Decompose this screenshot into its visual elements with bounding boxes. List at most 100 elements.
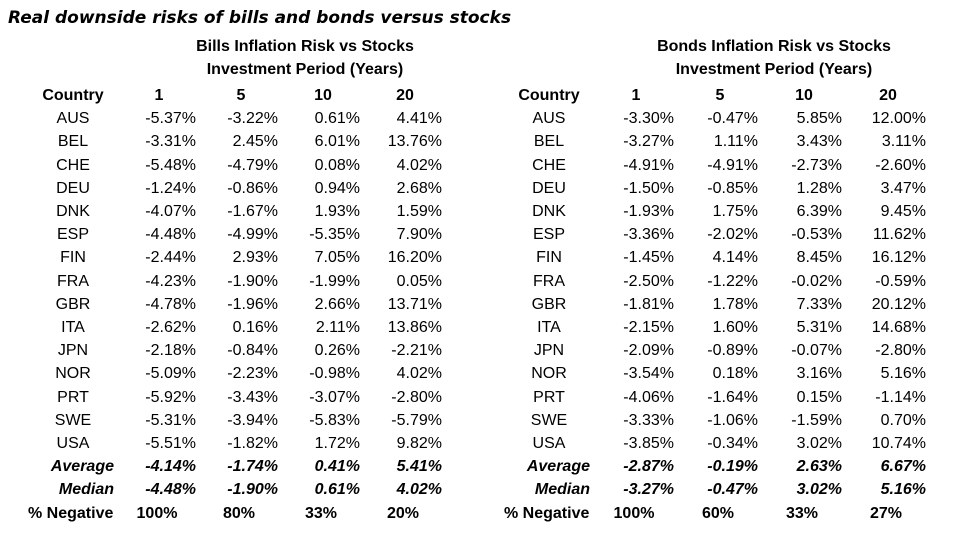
cell-value: 2.68% bbox=[396, 179, 442, 197]
row-label: JPN bbox=[28, 339, 118, 362]
cell-value: 0.70% bbox=[880, 411, 926, 429]
row-label: NOR bbox=[504, 362, 594, 385]
table-cell: -1.96% bbox=[200, 293, 282, 316]
row-label: FRA bbox=[28, 270, 118, 293]
table-row: DNK -1.93% 1.75% 6.39% 9.45% bbox=[504, 200, 930, 223]
row-label: GBR bbox=[504, 293, 594, 316]
cell-value: 16.20% bbox=[387, 249, 442, 267]
cell-value: 13.86% bbox=[387, 319, 442, 337]
table-cell: 10.74% bbox=[846, 432, 930, 455]
table-row: AUS -3.30% -0.47% 5.85% 12.00% bbox=[504, 107, 930, 130]
cell-value: 2.11% bbox=[315, 319, 360, 337]
table-row: NOR -3.54% 0.18% 3.16% 5.16% bbox=[504, 362, 930, 385]
table-cell: -3.07% bbox=[282, 386, 364, 409]
cell-value: 7.90% bbox=[396, 226, 442, 244]
cell-value: 6.67% bbox=[880, 458, 926, 476]
table-cell: 0.70% bbox=[846, 409, 930, 432]
cell-value: 7.33% bbox=[796, 295, 842, 313]
table-cell: 1.60% bbox=[678, 316, 762, 339]
row-label-text: AUS bbox=[56, 110, 90, 128]
table-cell: 2.66% bbox=[282, 293, 364, 316]
cell-value: 0.05% bbox=[396, 272, 442, 290]
table-cell: 6.39% bbox=[762, 200, 846, 223]
row-label-text: Average bbox=[526, 458, 590, 476]
percent-negative-row: % Negative 100% 60% 33% 27% bbox=[504, 502, 930, 525]
table-row: SWE -3.33% -1.06% -1.59% 0.70% bbox=[504, 409, 930, 432]
table-cell: 1.75% bbox=[678, 200, 762, 223]
cell-value: -1.67% bbox=[227, 203, 278, 221]
table-row: ITA -2.62% 0.16% 2.11% 13.86% bbox=[28, 316, 446, 339]
cell-value: -1.50% bbox=[623, 179, 674, 197]
row-label: FRA bbox=[504, 270, 594, 293]
table-cell: 3.11% bbox=[846, 130, 930, 153]
table-cell: 5.41% bbox=[364, 455, 446, 478]
table-cell: 27% bbox=[846, 502, 930, 525]
table-cell: 1.78% bbox=[678, 293, 762, 316]
table-cell: 13.71% bbox=[364, 293, 446, 316]
cell-value: -4.07% bbox=[145, 203, 196, 221]
table-cell: 3.43% bbox=[762, 130, 846, 153]
row-label: % Negative bbox=[28, 502, 118, 525]
table-cell: 2.93% bbox=[200, 246, 282, 269]
bonds-table: Country 1 5 10 20 AUS -3.30% -0.47% 5.85% 12.00% B… bbox=[504, 84, 930, 525]
row-label-text: DEU bbox=[56, 179, 90, 197]
cell-value: 0.61% bbox=[314, 481, 360, 499]
column-header-period: 5 bbox=[715, 87, 725, 104]
cell-value: -1.24% bbox=[145, 179, 196, 197]
cell-value: -1.64% bbox=[707, 388, 758, 406]
row-label-text: PRT bbox=[57, 388, 89, 406]
cell-value: -2.02% bbox=[707, 226, 758, 244]
table-cell: 0.16% bbox=[200, 316, 282, 339]
table-cell: 4.02% bbox=[364, 478, 446, 501]
cell-value: -5.48% bbox=[145, 156, 196, 174]
table-cell: -4.14% bbox=[118, 455, 200, 478]
row-label: PRT bbox=[28, 386, 118, 409]
table-row: BEL -3.27% 1.11% 3.43% 3.11% bbox=[504, 130, 930, 153]
cell-value: 33% bbox=[304, 504, 338, 522]
cell-value: -4.79% bbox=[227, 156, 278, 174]
row-label: DEU bbox=[504, 177, 594, 200]
table-cell: 60% bbox=[678, 502, 762, 525]
cell-value: 3.02% bbox=[796, 435, 842, 453]
table-cell: -3.36% bbox=[594, 223, 678, 246]
cell-value: 6.01% bbox=[314, 133, 360, 151]
table-cell: -1.99% bbox=[282, 270, 364, 293]
table-cell: 1.11% bbox=[678, 130, 762, 153]
table-cell: 4.02% bbox=[364, 154, 446, 177]
cell-value: -0.86% bbox=[227, 179, 278, 197]
cell-value: 3.11% bbox=[881, 133, 926, 151]
header-row: Country 1 5 10 20 bbox=[504, 84, 930, 107]
cell-value: -4.78% bbox=[145, 295, 196, 313]
table-row: NOR -5.09% -2.23% -0.98% 4.02% bbox=[28, 362, 446, 385]
cell-value: -4.99% bbox=[227, 226, 278, 244]
table-cell: -5.83% bbox=[282, 409, 364, 432]
table-row: FIN -2.44% 2.93% 7.05% 16.20% bbox=[28, 246, 446, 269]
table-cell: 80% bbox=[200, 502, 282, 525]
row-label-text: FIN bbox=[60, 249, 86, 267]
cell-value: 3.43% bbox=[796, 133, 842, 151]
cell-value: -1.96% bbox=[227, 295, 278, 313]
cell-value: -1.45% bbox=[623, 249, 674, 267]
cell-value: -3.36% bbox=[623, 226, 674, 244]
table-cell: -3.31% bbox=[118, 130, 200, 153]
table-cell: -5.51% bbox=[118, 432, 200, 455]
table-cell: -0.53% bbox=[762, 223, 846, 246]
row-label: SWE bbox=[504, 409, 594, 432]
table-cell: 0.61% bbox=[282, 478, 364, 501]
cell-value: 5.31% bbox=[796, 319, 842, 337]
cell-value: -1.90% bbox=[227, 272, 278, 290]
row-label: Median bbox=[28, 478, 118, 501]
row-label-text: NOR bbox=[531, 365, 567, 383]
table-cell: -3.27% bbox=[594, 130, 678, 153]
row-label: ESP bbox=[28, 223, 118, 246]
cell-value: -2.21% bbox=[391, 342, 442, 360]
row-label-text: FRA bbox=[57, 272, 89, 290]
table-row: SWE -5.31% -3.94% -5.83% -5.79% bbox=[28, 409, 446, 432]
row-label-text: Average bbox=[50, 458, 114, 476]
cell-value: -4.48% bbox=[145, 481, 196, 499]
cell-value: -3.31% bbox=[145, 133, 196, 151]
cell-value: -2.44% bbox=[145, 249, 196, 267]
row-label: SWE bbox=[28, 409, 118, 432]
cell-value: 5.41% bbox=[396, 458, 442, 476]
table-cell: 4.14% bbox=[678, 246, 762, 269]
